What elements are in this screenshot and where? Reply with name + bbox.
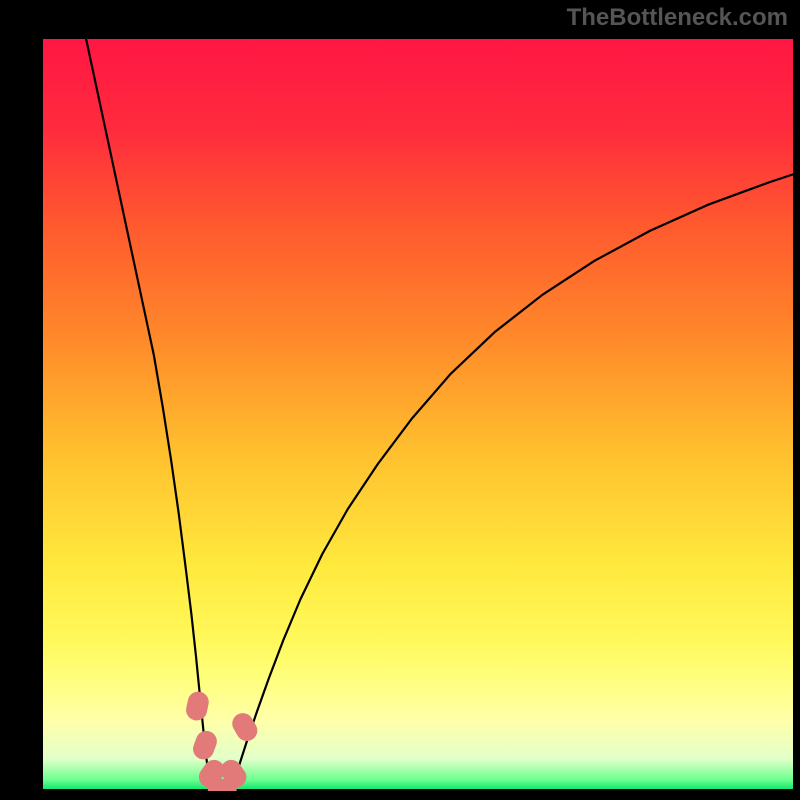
chart-container: TheBottleneck.com — [0, 0, 800, 800]
marker-left-mid — [191, 729, 219, 762]
curve-right — [228, 174, 794, 791]
curves-layer — [0, 0, 800, 800]
marker-left-upper — [185, 690, 210, 722]
watermark: TheBottleneck.com — [567, 4, 788, 32]
curve-left — [86, 39, 217, 791]
